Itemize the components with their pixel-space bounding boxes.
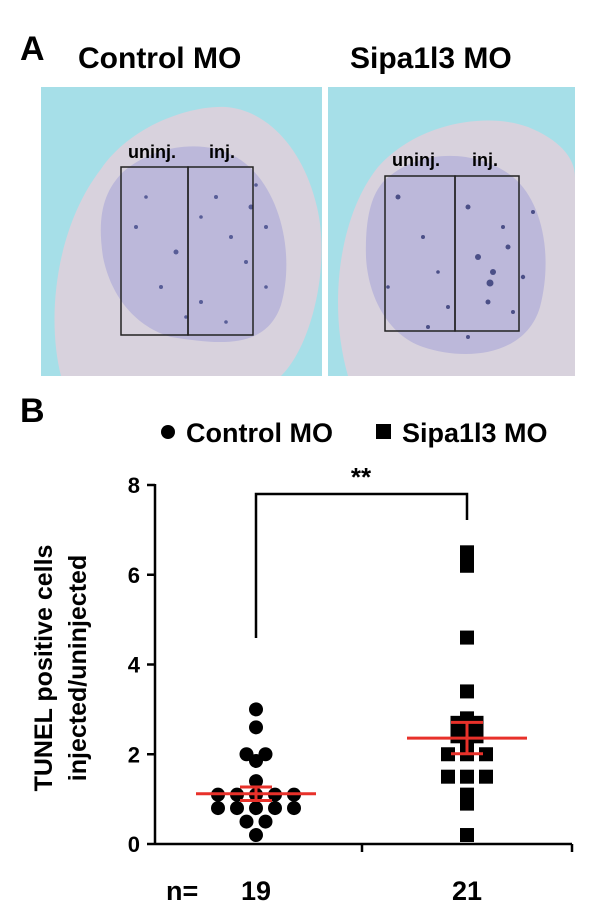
y-tick-label: 0 (128, 832, 140, 857)
n-sipa1l3-label: 21 (452, 876, 482, 906)
n-control-label: 19 (241, 876, 271, 906)
control-mo-title: Control MO (78, 42, 242, 75)
y-axis-label-line2: injected/uninjected (64, 555, 92, 781)
y-tick-label: 4 (128, 653, 141, 678)
significance-stars: ** (351, 462, 372, 492)
control-mo-data-point (268, 801, 282, 816)
control-inj-label: inj. (209, 142, 235, 162)
y-tick-label: 2 (128, 742, 140, 767)
sipa1l3-mo-title: Sipa1l3 MO (350, 42, 512, 75)
control-mo-data-point (211, 801, 225, 816)
sipa1l3-mo-data-point (460, 630, 474, 645)
sipa1l3-mo-data-point (441, 769, 455, 784)
sipa1l3-mo-data-point (460, 828, 474, 843)
y-tick-label: 8 (128, 473, 140, 498)
significance-bracket (254, 492, 469, 638)
control-mo-data-point (230, 801, 244, 816)
control-mo-data-point (258, 814, 273, 829)
control-mo-data-point (258, 747, 273, 762)
control-mo-data-point (249, 720, 263, 735)
sipa1l3-inj-label: inj. (472, 150, 498, 170)
legend-sipa1l3-label: Sipa1l3 MO (402, 418, 548, 448)
sipa1l3-mo-data-point (441, 747, 455, 762)
control-mo-data-point (249, 801, 263, 816)
control-mo-data-point (249, 828, 263, 843)
panel-a-letter: A (20, 30, 45, 68)
scatter-chart: Control MO Sipa1l3 MO TUNEL positive cel… (30, 418, 574, 906)
control-embryo-image: uninj. inj. (41, 87, 322, 376)
sipa1l3-mo-data-point (460, 684, 474, 699)
n-prefix-label: n= (166, 876, 198, 906)
y-axis-label-line1: TUNEL positive cells (30, 545, 58, 792)
control-mo-data-point (287, 801, 301, 816)
panel-b-letter: B (20, 392, 45, 430)
sipa1l3-uninj-label: uninj. (392, 150, 440, 170)
legend-circle-marker (161, 425, 175, 439)
sipa1l3-mo-data-point (479, 747, 493, 762)
legend-control-label: Control MO (186, 418, 333, 448)
control-uninj-label: uninj. (128, 142, 176, 162)
control-mo-data-point (239, 747, 254, 762)
sipa1l3-mo-data-point (460, 545, 474, 560)
sipa1l3-embryo-image: uninj. inj. (328, 87, 575, 376)
sipa1l3-mo-data-point (460, 558, 474, 573)
control-mo-data-point (249, 774, 263, 789)
sipa1l3-mo-data-point (460, 769, 474, 784)
control-mo-data-point (239, 814, 254, 829)
y-tick-label: 6 (128, 563, 140, 588)
sipa1l3-mo-data-point (460, 787, 474, 802)
sipa1l3-mo-data-point (479, 769, 493, 784)
legend-square-marker (376, 424, 391, 439)
control-mo-data-point (249, 702, 263, 717)
